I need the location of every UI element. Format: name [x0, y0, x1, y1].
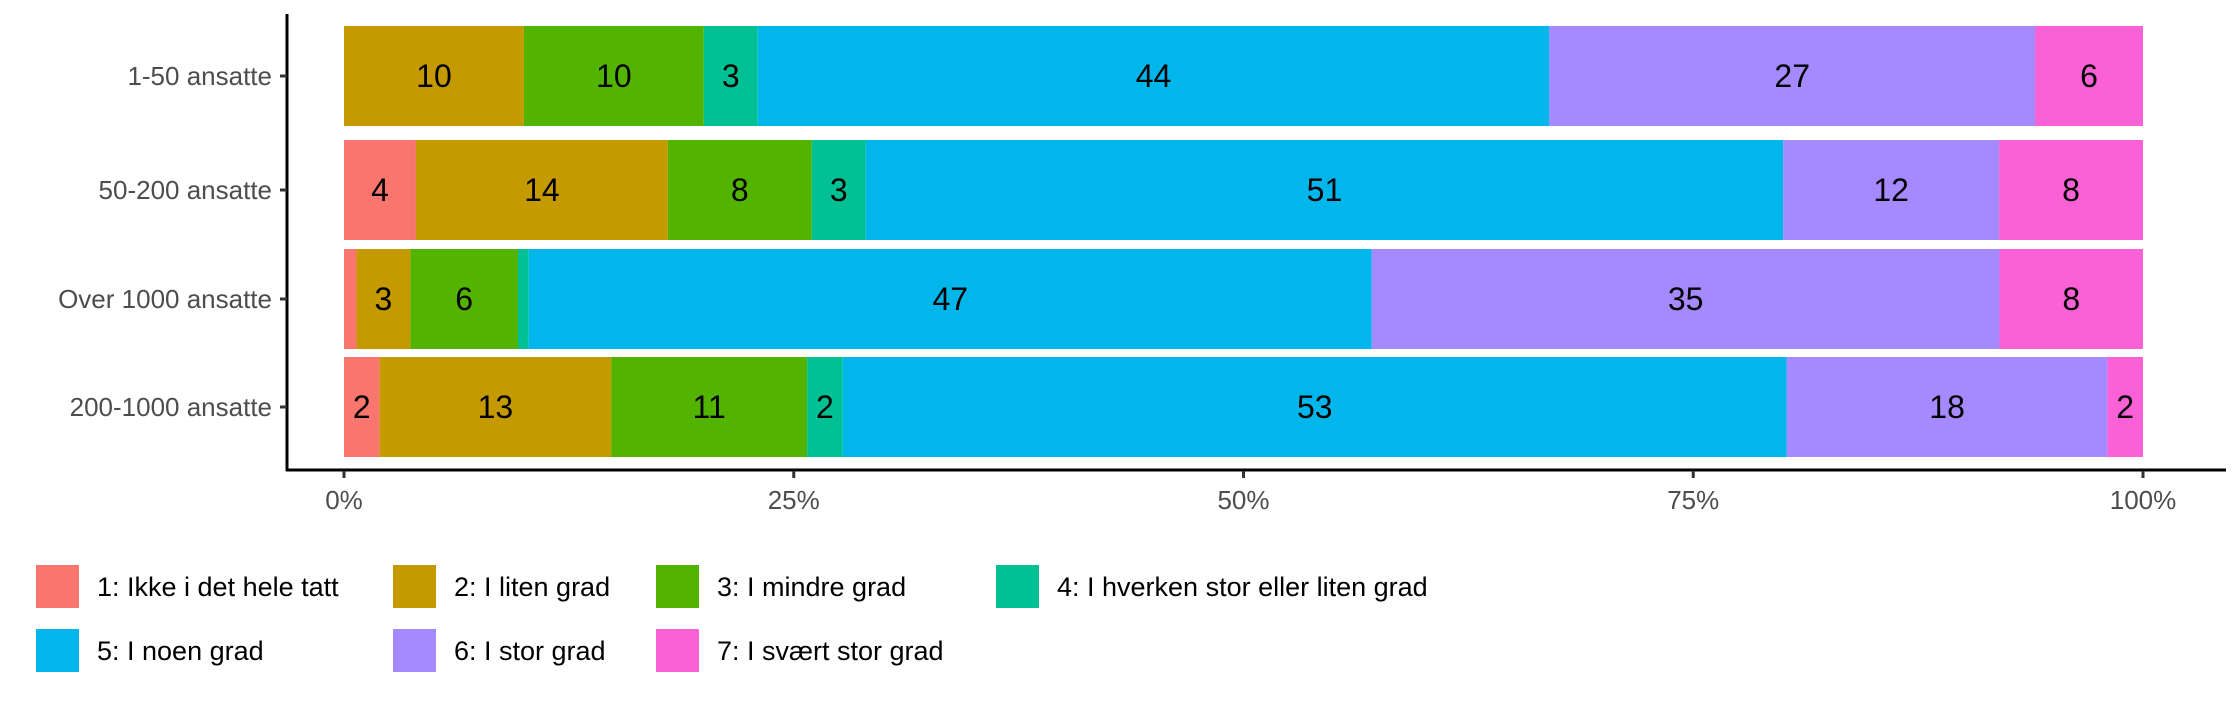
bar-label: 3: [830, 172, 848, 208]
bar-label: 6: [455, 281, 473, 317]
bar-label: 18: [1929, 389, 1965, 425]
legend-swatch: [36, 629, 79, 672]
bar-label: 53: [1297, 389, 1333, 425]
legend-swatch: [996, 565, 1039, 608]
bar-segment: [523, 26, 704, 126]
bar-label: 2: [2116, 389, 2134, 425]
bar-label: 44: [1136, 58, 1172, 94]
bar-segment: [1999, 249, 2143, 349]
y-tick-label: 50-200 ansatte: [99, 175, 272, 205]
legend: 1: Ikke i det hele tatt 2: I liten grad 3:…: [36, 565, 1428, 672]
bar-segment: [1783, 140, 2000, 240]
bar-label: 12: [1873, 172, 1909, 208]
bar-label: 2: [353, 389, 371, 425]
bar-segment: [1371, 249, 2000, 349]
bar-segment: [1549, 26, 2036, 126]
legend-label: 2: I liten grad: [454, 572, 610, 602]
bar-label: 8: [731, 172, 749, 208]
bar-segment: [410, 249, 518, 349]
legend-swatch: [36, 565, 79, 608]
legend-label: 3: I mindre grad: [717, 572, 906, 602]
legend-item: 1: Ikke i det hele tatt: [36, 565, 339, 608]
legend-item: 6: I stor grad: [393, 629, 606, 672]
x-tick-label: 0%: [325, 485, 363, 515]
legend-swatch: [656, 629, 699, 672]
legend-item: 3: I mindre grad: [656, 565, 906, 608]
x-tick-label: 75%: [1667, 485, 1719, 515]
bar-segment: [517, 249, 529, 349]
bar-segment: [667, 140, 812, 240]
legend-label: 7: I svært stor grad: [717, 636, 944, 666]
legend-swatch: [393, 565, 436, 608]
legend-item: 2: I liten grad: [393, 565, 610, 608]
legend-label: 5: I noen grad: [97, 636, 264, 666]
x-axis: 0% 25% 50% 75% 100%: [286, 468, 2226, 515]
x-tick-label: 100%: [2110, 485, 2177, 515]
bar-segment: [344, 357, 380, 457]
bar-label: 27: [1774, 58, 1810, 94]
legend-label: 1: Ikke i det hele tatt: [97, 572, 339, 602]
legend-item: 7: I svært stor grad: [656, 629, 944, 672]
legend-swatch: [656, 565, 699, 608]
legend-label: 6: I stor grad: [454, 636, 606, 666]
bar-segment: [865, 140, 1784, 240]
bar-label: 8: [2062, 172, 2080, 208]
bar-segment: [415, 140, 668, 240]
y-tick-label: 1-50 ansatte: [127, 61, 272, 91]
bar-label: 2: [816, 389, 834, 425]
bar-label: 10: [416, 58, 452, 94]
bar-segment: [344, 26, 524, 126]
y-axis: 1-50 ansatte 50-200 ansatte Over 1000 ansa…: [58, 14, 289, 471]
bar-label: 10: [596, 58, 632, 94]
bar-label: 11: [693, 389, 726, 425]
bar-label: 13: [478, 389, 514, 425]
bar-label: 8: [2062, 281, 2080, 317]
bar-label: 4: [371, 172, 389, 208]
bar-segment: [757, 26, 1550, 126]
bar-segment: [356, 249, 411, 349]
x-tick-label: 50%: [1217, 485, 1269, 515]
bar-label: 3: [375, 281, 393, 317]
bar-label: 3: [722, 58, 740, 94]
y-tick-label: Over 1000 ansatte: [58, 284, 272, 314]
bar-label: 51: [1307, 172, 1343, 208]
bar-segment: [2107, 357, 2143, 457]
legend-item: 4: I hverken stor eller liten grad: [996, 565, 1428, 608]
bar-segment: [811, 140, 866, 240]
bar-label: 6: [2080, 58, 2098, 94]
legend-swatch: [393, 629, 436, 672]
legend-item: 5: I noen grad: [36, 629, 264, 672]
bar-segment: [842, 357, 1787, 457]
x-tick-label: 25%: [768, 485, 820, 515]
bar-segment: [379, 357, 612, 457]
bar-label: 35: [1668, 281, 1704, 317]
bar-segment: [1999, 140, 2143, 240]
y-tick-label: 200-1000 ansatte: [70, 392, 272, 422]
bar-label: 14: [524, 172, 560, 208]
bar-segment: [703, 26, 758, 126]
bar-segment: [611, 357, 808, 457]
bar-segment: [344, 249, 357, 349]
bar-label: 47: [932, 281, 968, 317]
legend-label: 4: I hverken stor eller liten grad: [1057, 572, 1428, 602]
bar-segment: [807, 357, 843, 457]
bar-segment: [2035, 26, 2143, 126]
bar-segment: [344, 140, 416, 240]
bars-group: 10 10 3 44 27 6 4 14 8 3 51 12 8 3 6 47 35 8 2 13 11 2 53 18 2: [344, 26, 2143, 457]
bar-segment: [528, 249, 1372, 349]
bar-segment: [1786, 357, 2108, 457]
